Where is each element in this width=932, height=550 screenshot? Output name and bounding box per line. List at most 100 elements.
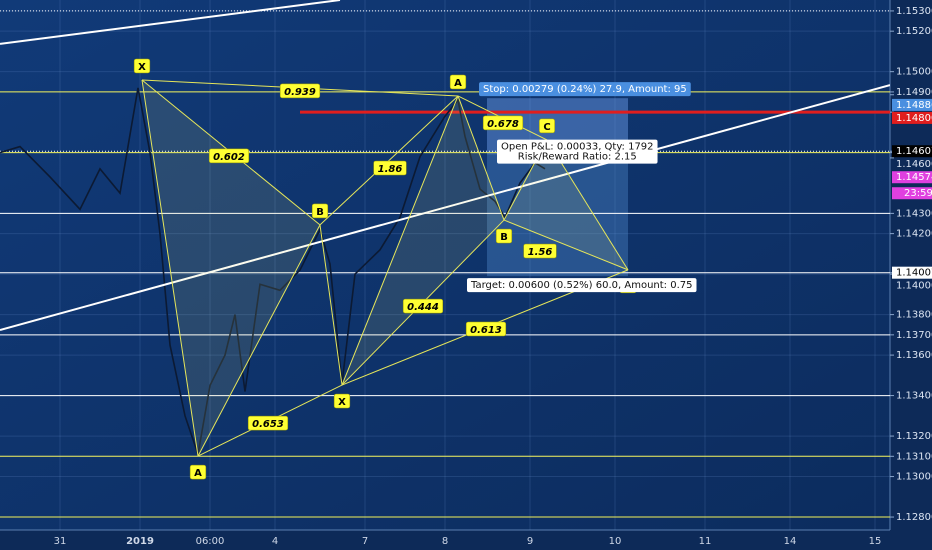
x-tick-label: 4 bbox=[272, 536, 278, 547]
point-label-text: B bbox=[500, 232, 508, 243]
stop-info-box bbox=[479, 82, 691, 97]
stop-info: Stop: 0.00279 (0.24%) 27.9, Amount: 95 bbox=[479, 82, 691, 97]
y-tick-label: 1.13600 bbox=[896, 350, 932, 361]
time-axis-panel bbox=[0, 530, 890, 550]
countdown-box bbox=[892, 187, 932, 200]
y-tick-label: 1.13100 bbox=[896, 451, 932, 462]
price-tag bbox=[892, 98, 932, 111]
ratio-label: 1.56 bbox=[523, 243, 557, 259]
point-label: B bbox=[311, 203, 329, 219]
ratio-label-box bbox=[523, 243, 557, 259]
x-tick-label: 2019 bbox=[126, 536, 154, 547]
pattern-fill bbox=[342, 95, 504, 386]
point-label-text: X bbox=[338, 397, 346, 408]
ratio-label-box bbox=[208, 148, 250, 164]
pattern-line bbox=[503, 219, 629, 271]
y-tick-label: 1.14900 bbox=[896, 87, 932, 98]
y-tick-label: 1.14600 bbox=[896, 159, 932, 170]
pattern-fill bbox=[142, 79, 320, 457]
y-tick-label: 1.14200 bbox=[896, 229, 932, 240]
target-info: Target: 0.00600 (0.52%) 60.0, Amount: 0.… bbox=[467, 278, 697, 293]
pattern-fill bbox=[504, 139, 628, 270]
point-label-text: C bbox=[543, 122, 550, 133]
ratio-label-text: 1.86 bbox=[378, 164, 403, 175]
y-tick-label: 1.13700 bbox=[896, 330, 932, 341]
y-tick-label: 1.15200 bbox=[896, 26, 932, 37]
price-tag bbox=[892, 145, 932, 158]
pnl-info-text: Risk/Reward Ratio: 2.15 bbox=[518, 152, 637, 163]
target-zone bbox=[487, 154, 628, 277]
pnl-info-text: Open P&L: 0.00033, Qty: 1792 bbox=[501, 142, 654, 153]
ratio-label: 0.939 bbox=[279, 83, 321, 99]
y-tick-label: 1.15000 bbox=[896, 67, 932, 78]
ratio-label-box bbox=[465, 321, 507, 337]
ratio-label: 1.86 bbox=[373, 160, 407, 176]
y-tick-label: 1.15300 bbox=[896, 6, 932, 17]
y-tick-label: 1.12800 bbox=[896, 512, 932, 523]
point-label: A bbox=[189, 464, 207, 480]
point-label-text: X bbox=[138, 62, 146, 73]
pattern-line bbox=[197, 224, 321, 457]
price-tag-label: 1.14607 bbox=[896, 146, 932, 157]
ratio-label-text: 1.56 bbox=[528, 247, 553, 258]
ratio-label: 0.613 bbox=[465, 321, 507, 337]
x-tick-label: 15 bbox=[869, 536, 882, 547]
price-tag-label: 1.14574 bbox=[896, 172, 932, 183]
point-label: A bbox=[449, 74, 467, 90]
pnl-info-box bbox=[497, 139, 658, 164]
pattern-line bbox=[319, 224, 343, 386]
price-tag bbox=[892, 171, 932, 184]
x-tick-label: 7 bbox=[362, 536, 368, 547]
price-tag-label: 1.14886 bbox=[896, 100, 932, 111]
ratio-label-text: 0.939 bbox=[284, 87, 316, 98]
x-tick-label: 8 bbox=[442, 536, 448, 547]
ratio-label-text: 0.602 bbox=[213, 152, 245, 163]
pattern-line bbox=[141, 79, 199, 457]
x-tick-label: 06:00 bbox=[196, 536, 225, 547]
trend-line bbox=[0, 84, 890, 331]
ratio-label-box bbox=[482, 115, 524, 131]
price-tag-label: 1.14800 bbox=[896, 113, 932, 124]
plot-background bbox=[0, 0, 890, 530]
trend-line bbox=[0, 0, 341, 45]
point-label-text: A bbox=[194, 468, 202, 479]
pattern-line bbox=[457, 95, 505, 221]
point-label: X bbox=[133, 58, 151, 74]
point-label-box bbox=[133, 58, 151, 74]
ratio-label-text: 0.678 bbox=[487, 119, 519, 130]
ratio-label-box bbox=[279, 83, 321, 99]
ratio-label: 0.653 bbox=[247, 415, 289, 431]
x-tick-label: 10 bbox=[609, 536, 622, 547]
x-tick-label: 11 bbox=[699, 536, 712, 547]
point-label: B bbox=[495, 228, 513, 244]
point-label-text: B bbox=[316, 207, 324, 218]
y-tick-label: 1.13000 bbox=[896, 472, 932, 483]
countdown: 23:59 bbox=[904, 188, 932, 199]
y-tick-label: 1.14300 bbox=[896, 208, 932, 219]
point-label-box bbox=[311, 203, 329, 219]
point-label-text: A bbox=[454, 78, 462, 89]
point-label-box bbox=[333, 393, 351, 409]
ratio-label: 0.444 bbox=[402, 298, 444, 314]
y-tick-label: 1.13800 bbox=[896, 310, 932, 321]
price-tag-label: 1.14007 bbox=[896, 268, 932, 279]
point-label-box bbox=[449, 74, 467, 90]
x-tick-label: 9 bbox=[527, 536, 533, 547]
stop-info-text: Stop: 0.00279 (0.24%) 27.9, Amount: 95 bbox=[483, 84, 687, 95]
ratio-label: 0.602 bbox=[208, 148, 250, 164]
point-label-box bbox=[189, 464, 207, 480]
point-label-box bbox=[495, 228, 513, 244]
ratio-label-text: 0.444 bbox=[407, 302, 439, 313]
y-tick-label: 1.13400 bbox=[896, 391, 932, 402]
price-tag bbox=[892, 266, 932, 279]
point-label: X bbox=[333, 393, 351, 409]
ratio-label-text: 0.613 bbox=[470, 325, 502, 336]
x-tick-label: 14 bbox=[784, 536, 797, 547]
ratio-label-box bbox=[402, 298, 444, 314]
ratio-label: 0.678 bbox=[482, 115, 524, 131]
price-tag bbox=[892, 111, 932, 124]
point-label: C bbox=[539, 118, 555, 134]
point-label-box bbox=[539, 118, 555, 134]
target-info-text: Target: 0.00600 (0.52%) 60.0, Amount: 0.… bbox=[470, 280, 693, 291]
